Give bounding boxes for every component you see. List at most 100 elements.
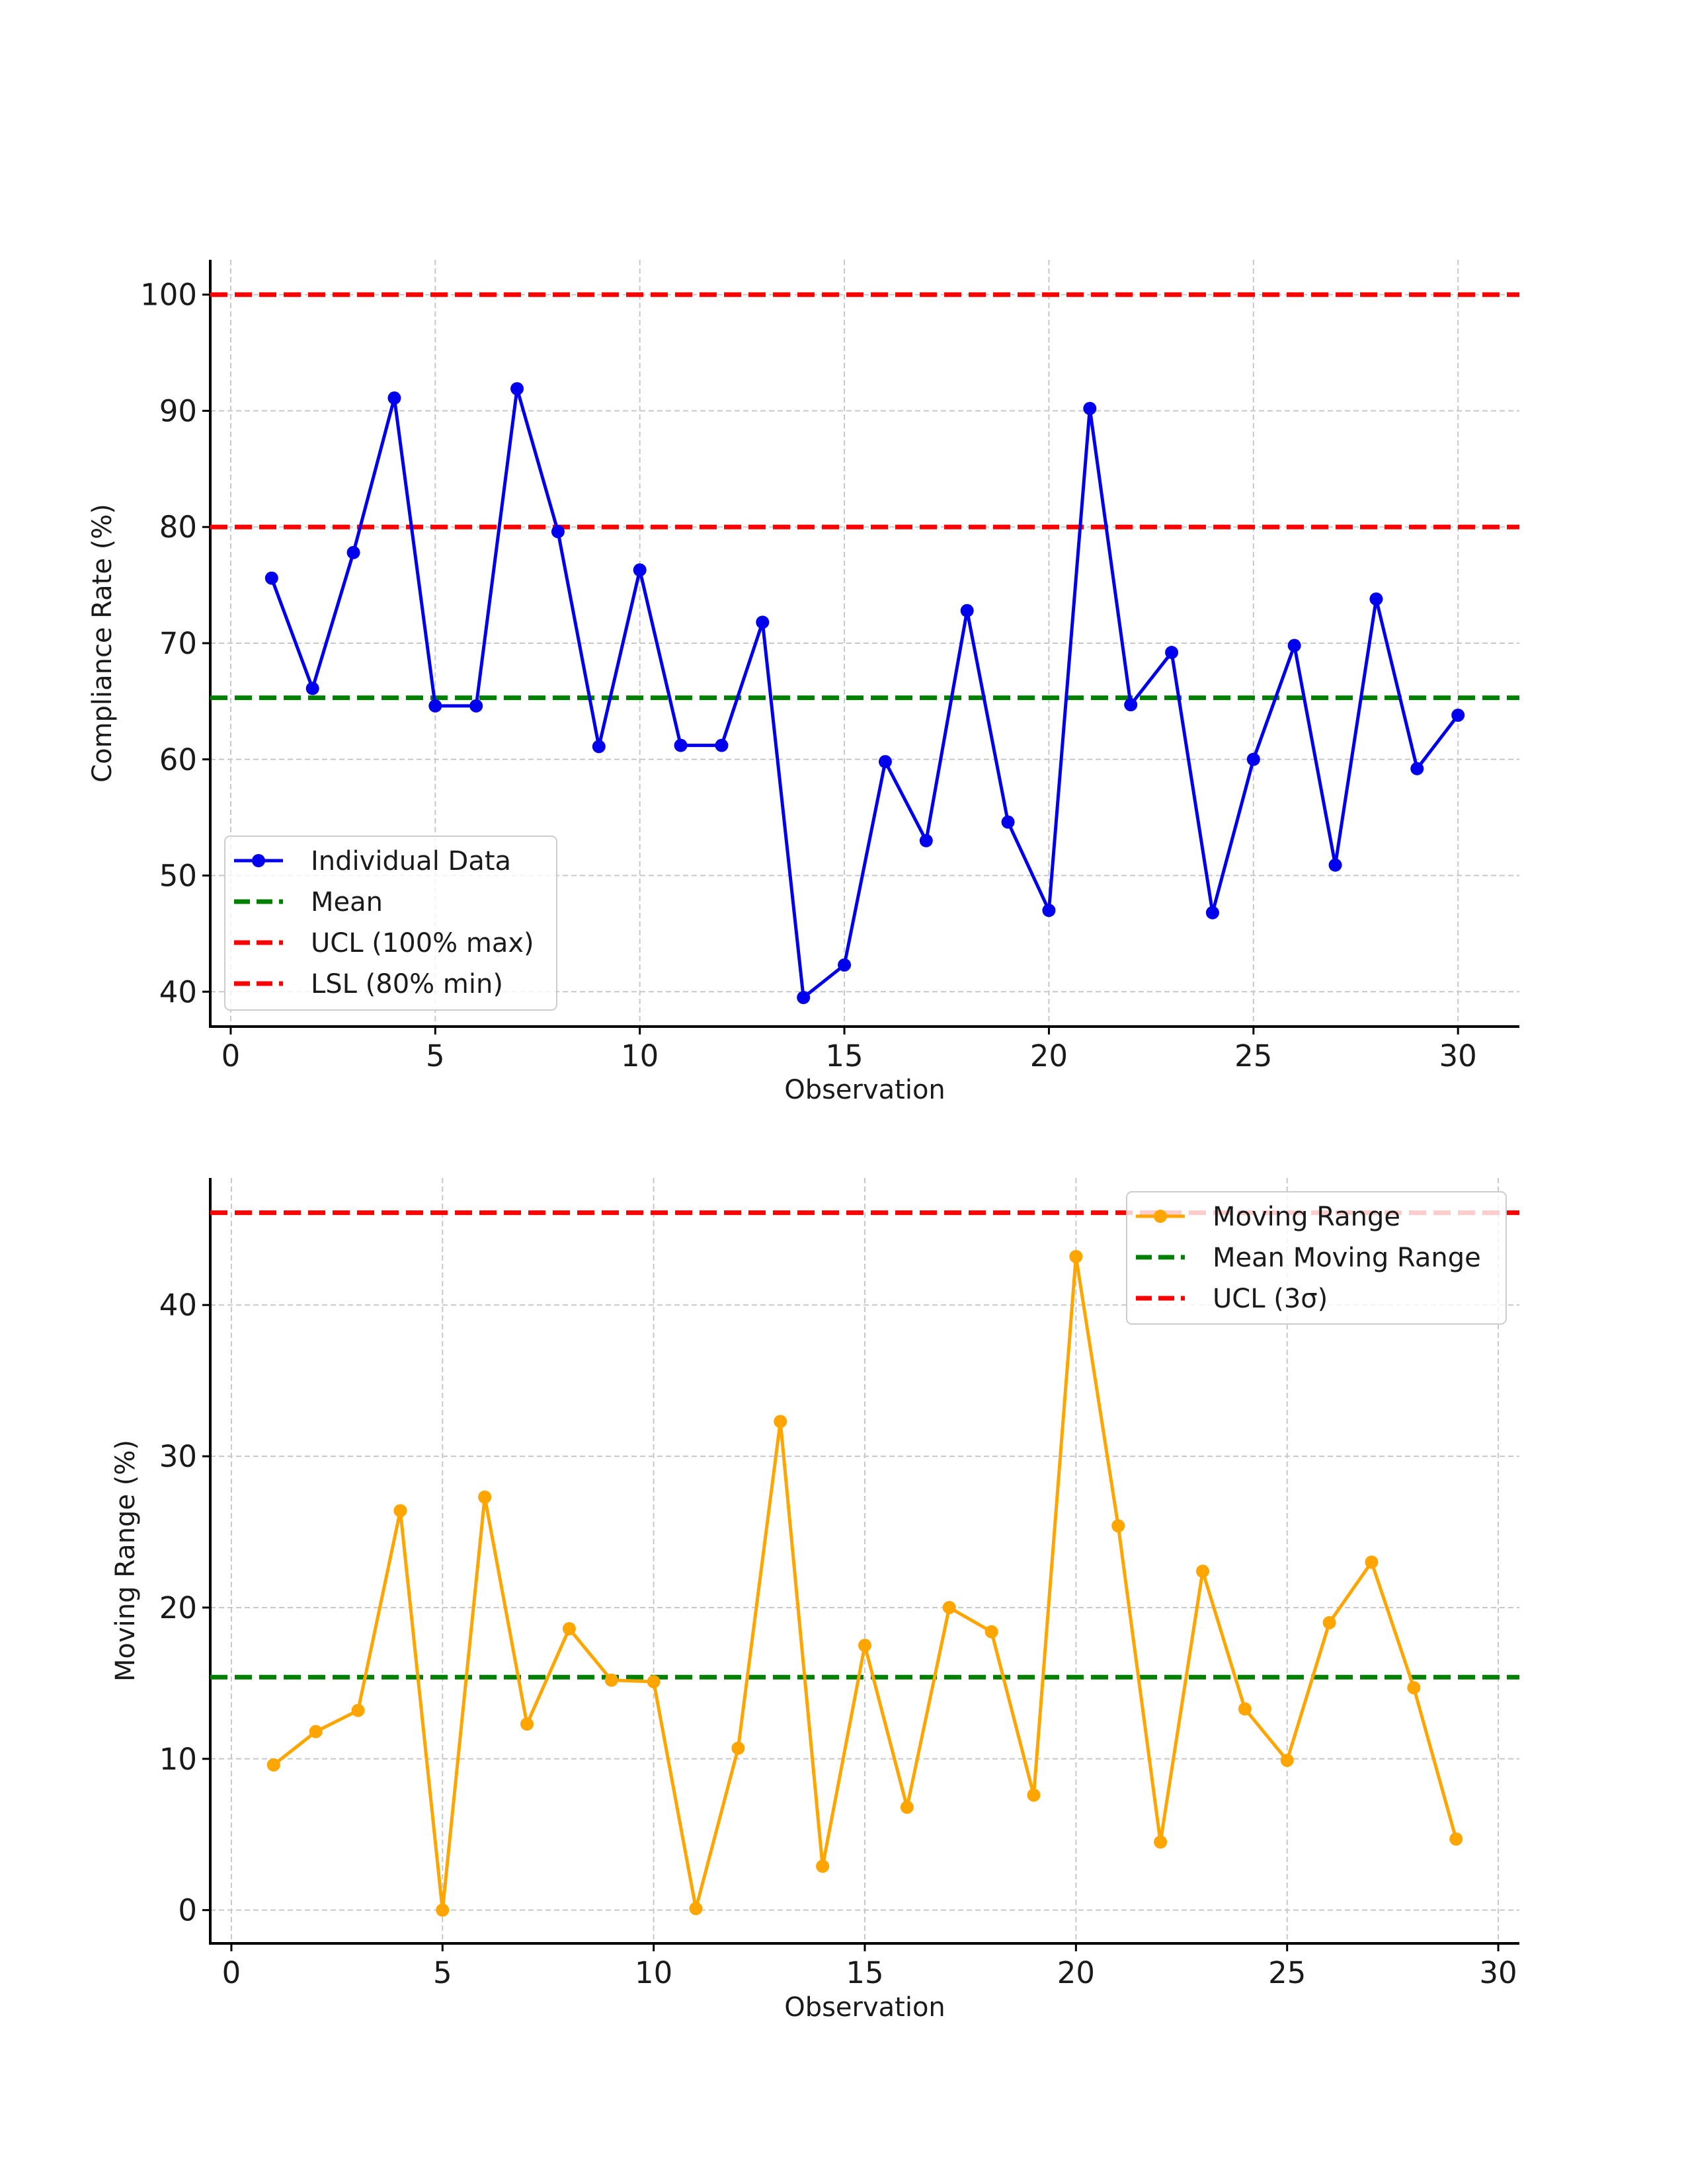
y-tick-label: 80: [159, 510, 197, 545]
data-point: [1365, 1555, 1379, 1569]
data-point: [774, 1415, 787, 1428]
x-tick-label: 5: [426, 1038, 445, 1073]
y-tick-label: 40: [159, 974, 197, 1009]
data-point: [797, 991, 811, 1005]
data-point: [1280, 1754, 1294, 1768]
data-point: [1322, 1616, 1336, 1629]
data-point: [689, 1902, 703, 1916]
data-point: [731, 1741, 745, 1755]
x-axis-title: Observation: [784, 1992, 945, 2023]
data-point: [1287, 639, 1301, 652]
y-tick-label: 10: [159, 1742, 197, 1777]
data-point: [1246, 752, 1260, 766]
x-tick-label: 20: [1030, 1038, 1068, 1073]
chart-panel-2: 0 5 10 15 20 25 30 0 10 20 30 40 Observation Moving R…: [110, 1178, 1519, 2023]
legend-marker: [252, 854, 265, 867]
data-point: [1124, 698, 1138, 712]
data-point: [592, 740, 606, 754]
y-tick-label: 70: [159, 626, 197, 661]
data-point: [562, 1621, 576, 1635]
y-tick-label: 60: [159, 742, 197, 777]
y-tick-label: 0: [178, 1893, 197, 1928]
data-point: [858, 1639, 871, 1653]
legend-marker: [1154, 1210, 1167, 1223]
legend-box: [224, 836, 557, 1011]
y-tick-label: 50: [159, 859, 197, 894]
data-point: [436, 1903, 450, 1917]
y-tick-label: 20: [159, 1590, 197, 1625]
data-point: [604, 1673, 618, 1687]
data-point: [1238, 1702, 1252, 1716]
legend-label: UCL (100% max): [311, 928, 534, 958]
y-axis-title: Moving Range (%): [110, 1440, 141, 1682]
legend-box: [1126, 1191, 1507, 1325]
data-point: [1083, 401, 1097, 415]
legend-label: Moving Range: [1213, 1202, 1400, 1232]
x-tick-label: 5: [433, 1955, 452, 1990]
data-point: [1001, 815, 1015, 829]
data-point: [960, 604, 974, 617]
data-point: [647, 1675, 661, 1689]
data-point: [816, 1859, 830, 1873]
legend-label: Mean: [311, 887, 383, 917]
legend: Individual Data Mean UCL (100% max) LSL (80…: [224, 836, 557, 1011]
data-point: [1042, 904, 1056, 917]
y-tick-label: 30: [159, 1439, 197, 1474]
x-axis-title: Observation: [784, 1075, 945, 1105]
data-point: [984, 1625, 998, 1639]
data-point: [393, 1504, 407, 1518]
data-point: [1154, 1835, 1168, 1849]
data-point: [1111, 1519, 1125, 1533]
data-point: [387, 391, 401, 405]
data-point: [1205, 906, 1219, 919]
data-point: [1328, 858, 1342, 872]
data-point: [1195, 1565, 1209, 1579]
data-point: [1369, 592, 1383, 606]
data-point: [264, 571, 278, 585]
data-point: [1165, 646, 1179, 660]
data-point: [551, 525, 565, 539]
data-point: [900, 1801, 914, 1814]
data-point: [510, 382, 524, 396]
series-line: [270, 387, 1460, 999]
data-point: [919, 834, 933, 847]
x-tick-label: 25: [1234, 1038, 1272, 1073]
data-point: [1410, 761, 1424, 775]
y-tick-label: 40: [159, 1288, 197, 1323]
data-point: [715, 738, 729, 752]
data-point: [674, 738, 688, 752]
legend-label: Individual Data: [311, 846, 511, 877]
data-point: [520, 1717, 534, 1731]
x-tick-label: 30: [1439, 1038, 1477, 1073]
legend-label: UCL (3σ): [1213, 1284, 1328, 1314]
data-point: [1407, 1681, 1421, 1695]
data-point: [1451, 708, 1465, 722]
data-point: [942, 1600, 956, 1614]
chart-panel-1: 0 5 10 15 20 25 30 40 50 60 70 80 90 100 Observation Co…: [87, 260, 1519, 1105]
x-tick-label: 30: [1479, 1955, 1517, 1990]
data-point: [1449, 1832, 1463, 1846]
data-point: [305, 682, 319, 695]
x-tick-label: 0: [221, 1038, 241, 1073]
x-tick-label: 25: [1268, 1955, 1306, 1990]
x-tick-label: 0: [222, 1955, 241, 1990]
x-tick-label: 15: [825, 1038, 863, 1073]
y-tick-label: 90: [159, 393, 197, 428]
legend: Moving Range Mean Moving Range UCL (3σ): [1126, 1191, 1507, 1325]
data-point: [633, 563, 647, 577]
data-point: [838, 958, 852, 972]
y-tick-label: 100: [140, 278, 197, 313]
data-point: [1027, 1788, 1041, 1802]
data-point: [478, 1490, 492, 1504]
legend-label: LSL (80% min): [311, 969, 503, 999]
data-point: [1069, 1250, 1083, 1264]
data-point: [469, 699, 483, 713]
data-point: [309, 1725, 323, 1738]
x-tick-label: 15: [846, 1955, 883, 1990]
data-point: [878, 755, 892, 769]
data-point: [346, 545, 360, 559]
x-tick-label: 10: [621, 1038, 659, 1073]
data-point: [428, 699, 442, 713]
